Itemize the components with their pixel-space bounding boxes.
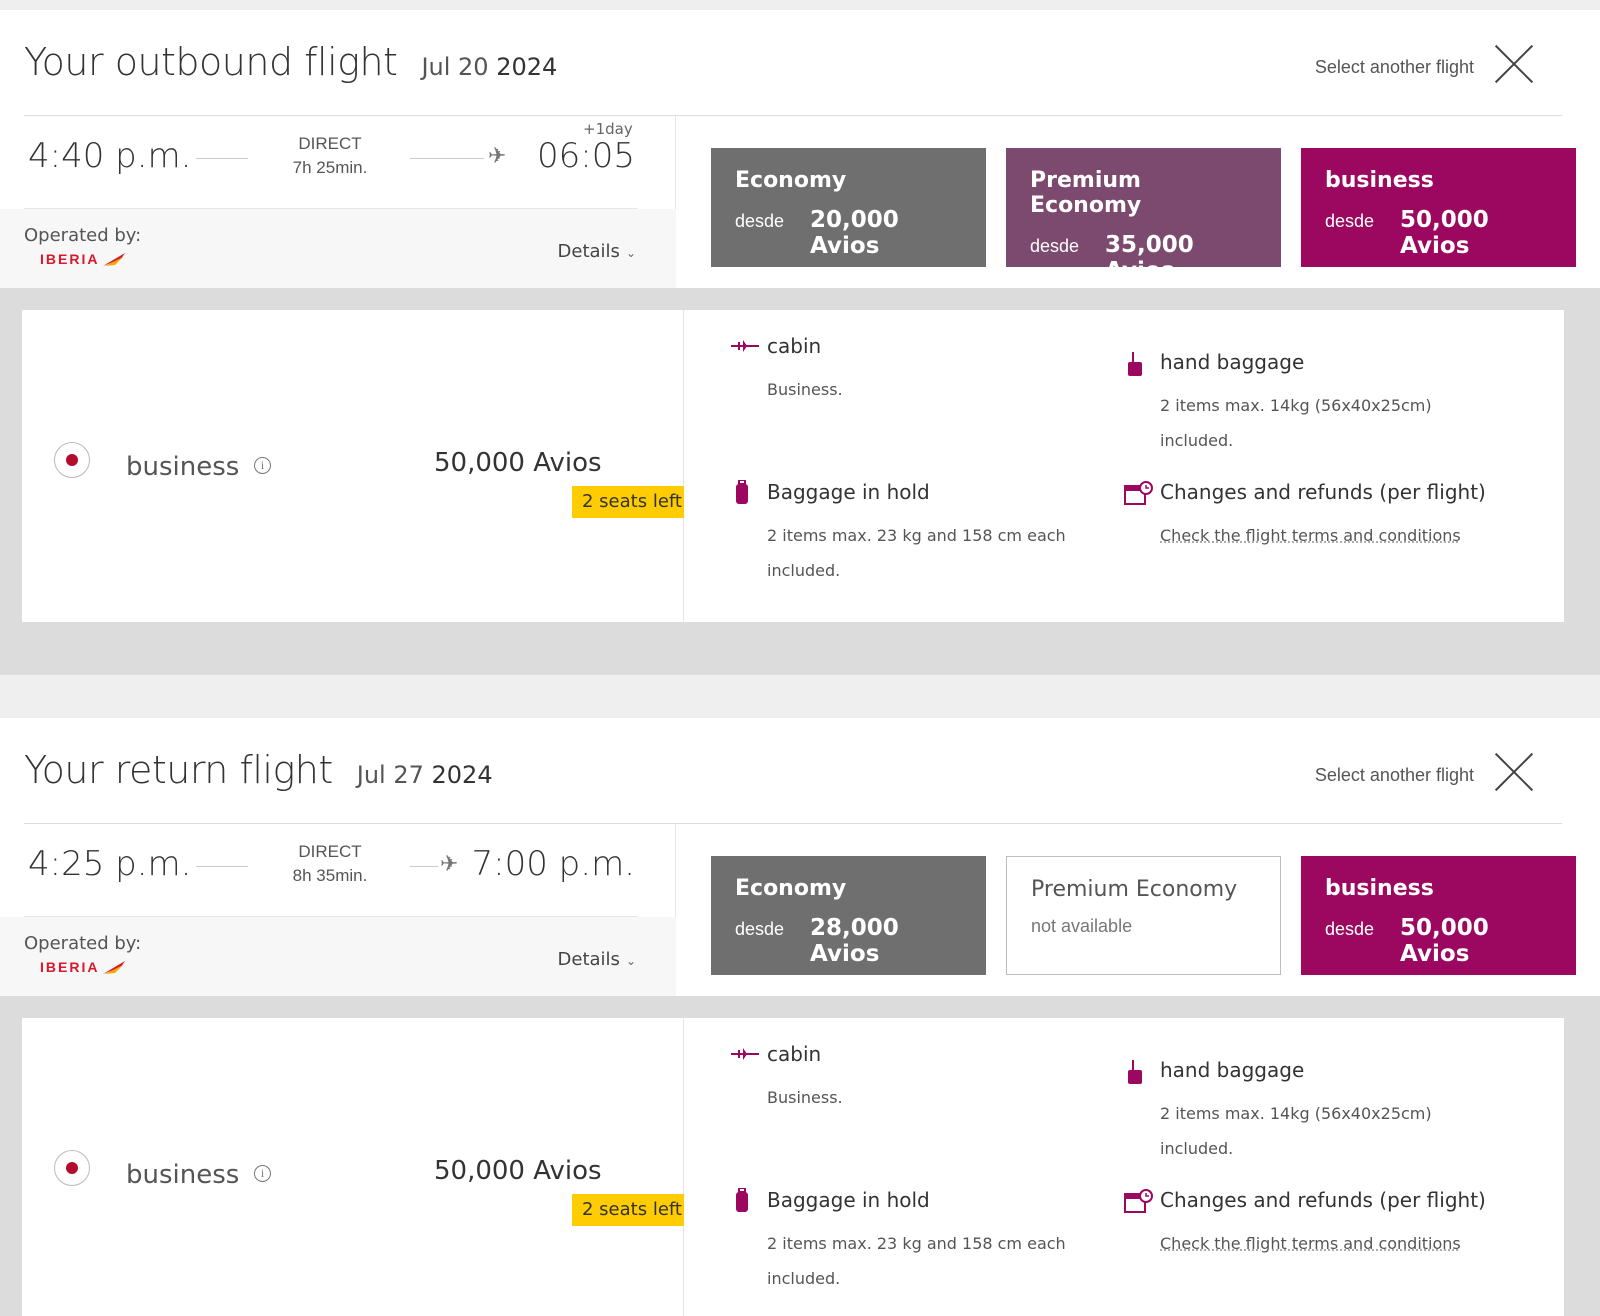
departure-time: 4:40 p.m.: [28, 136, 191, 176]
stop-type: DIRECT: [280, 132, 380, 156]
flight-date: Jul 20 2024: [421, 53, 557, 81]
iberia-logo: IBERIA: [40, 959, 127, 975]
outbound-header: Your outbound flight Jul 20 2024: [24, 40, 557, 100]
duration: 8h 35min.: [280, 864, 380, 888]
fare-economy-button[interactable]: Economy desde 28,000 Avios: [711, 856, 986, 975]
fare-business-button[interactable]: business desde 50,000 Avios: [1301, 148, 1576, 267]
fare-premium-economy-button[interactable]: Premium Economy desde 35,000 Avios: [1006, 148, 1281, 267]
fare-detail-panel: business i 50,000 Avios 2 seats left cab…: [0, 288, 1600, 675]
route-info: DIRECT 8h 35min.: [280, 840, 380, 888]
arrival-time: 7:00 p.m.: [472, 844, 635, 884]
class-name: business: [126, 1160, 239, 1190]
return-header: Your return flight Jul 27 2024: [24, 748, 493, 808]
seats-left-badge: 2 seats left: [572, 1194, 684, 1226]
seats-left-badge: 2 seats left: [572, 486, 684, 518]
calendar-refund-icon: [1122, 480, 1154, 508]
departure-time: 4:25 p.m.: [28, 844, 191, 884]
iberia-logo: IBERIA: [40, 251, 127, 267]
outbound-flight-section: Your outbound flight Jul 20 2024 Select …: [0, 10, 1600, 675]
operated-by: Operated by: IBERIA Details ⌄: [0, 917, 676, 996]
fare-detail-card: business i 50,000 Avios 2 seats left cab…: [22, 310, 1564, 622]
details-toggle[interactable]: Details ⌄: [558, 241, 636, 262]
fare-radio[interactable]: [54, 442, 90, 478]
operated-by-label: Operated by:: [24, 933, 141, 954]
close-icon[interactable]: [1494, 752, 1534, 792]
hold-baggage-icon: [729, 480, 761, 508]
cabin-plane-icon: [729, 1042, 761, 1070]
close-icon[interactable]: [1494, 44, 1534, 84]
route-info: DIRECT 7h 25min.: [280, 132, 380, 180]
operated-by-label: Operated by:: [24, 225, 141, 246]
fare-economy-button[interactable]: Economy desde 20,000 Avios: [711, 148, 986, 267]
terms-link[interactable]: Check the flight terms and conditions: [1160, 1226, 1461, 1261]
duration: 7h 25min.: [280, 156, 380, 180]
fare-options: Economy desde 20,000 Avios Premium Econom…: [677, 116, 1600, 288]
chevron-down-icon: ⌄: [626, 246, 636, 260]
details-toggle[interactable]: Details ⌄: [558, 949, 636, 970]
fare-detail-card: business i 50,000 Avios 2 seats left cab…: [22, 1018, 1564, 1316]
flight-date: Jul 27 2024: [357, 761, 493, 789]
fare-options: Economy desde 28,000 Avios Premium Econom…: [677, 824, 1600, 996]
select-another-flight-link[interactable]: Select another flight: [1315, 765, 1474, 786]
route-line: [196, 866, 248, 867]
flight-summary: 4:40 p.m. DIRECT 7h 25min. ✈ +1day 06:05…: [0, 116, 676, 288]
hold-baggage-icon: [729, 1188, 761, 1216]
calendar-refund-icon: [1122, 1188, 1154, 1216]
route-line: [410, 866, 438, 867]
route-line: [196, 158, 248, 159]
fare-detail-panel: business i 50,000 Avios 2 seats left cab…: [0, 996, 1600, 1316]
fare-business-button[interactable]: business desde 50,000 Avios: [1301, 856, 1576, 975]
page-title: Your outbound flight: [24, 40, 397, 84]
fare-price: 50,000 Avios: [434, 1156, 602, 1186]
return-flight-section: Your return flight Jul 27 2024 Select an…: [0, 718, 1600, 1316]
stop-type: DIRECT: [280, 840, 380, 864]
page-title: Your return flight: [24, 748, 333, 792]
fare-price: 50,000 Avios: [434, 448, 602, 478]
arrival-time: 06:05: [537, 136, 635, 176]
plane-icon: ✈: [488, 144, 506, 169]
operated-by: Operated by: IBERIA Details ⌄: [0, 209, 676, 288]
hand-baggage-icon: [1122, 1058, 1154, 1086]
route-line: [410, 158, 484, 159]
fare-select-row: business i 50,000 Avios 2 seats left: [22, 1018, 684, 1316]
flight-summary: 4:25 p.m. DIRECT 8h 35min. ✈ 7:00 p.m. O…: [0, 824, 676, 996]
cabin-plane-icon: [729, 334, 761, 362]
class-name: business: [126, 452, 239, 482]
info-icon[interactable]: i: [254, 457, 271, 474]
select-another-flight-link[interactable]: Select another flight: [1315, 57, 1474, 78]
chevron-down-icon: ⌄: [626, 954, 636, 968]
fare-premium-economy-unavailable: Premium Economy not available: [1006, 856, 1281, 975]
fare-select-row: business i 50,000 Avios 2 seats left: [22, 310, 684, 622]
plane-icon: ✈: [440, 852, 458, 877]
hand-baggage-icon: [1122, 350, 1154, 378]
info-icon[interactable]: i: [254, 1165, 271, 1182]
fare-radio[interactable]: [54, 1150, 90, 1186]
terms-link[interactable]: Check the flight terms and conditions: [1160, 518, 1461, 553]
